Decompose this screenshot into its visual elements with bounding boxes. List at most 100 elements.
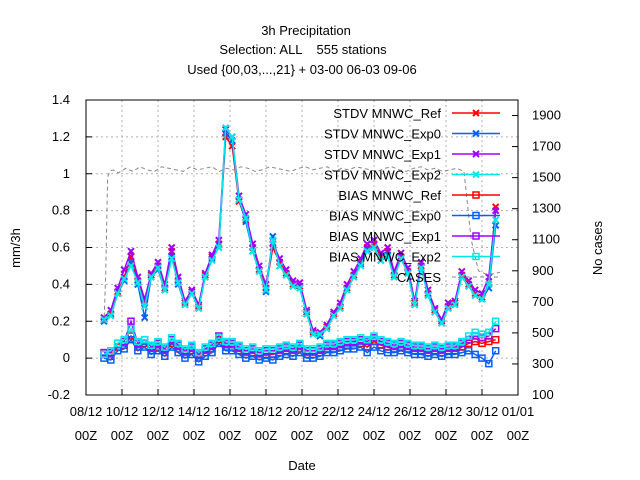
series-point [329,312,338,320]
series-point [154,337,162,346]
y2-tick-label: 1700 [532,139,561,154]
legend-label: BIAS MNWC_Exp1 [329,229,441,244]
series-point [437,319,446,327]
series-point [147,273,155,281]
series-point [140,313,149,322]
series-point [282,341,290,349]
series-point [350,345,358,353]
series-point [127,324,135,333]
series-point [194,348,203,357]
series-point [343,345,351,353]
series-point [127,262,135,270]
series-point [174,339,182,348]
series-point [397,254,405,263]
x-tick-label-date: 01/01 [502,404,535,419]
series-point [134,278,142,287]
series-point [491,335,500,344]
x-tick-label-hour: 00Z [327,428,349,443]
series-point [302,310,311,318]
series-point [478,354,486,362]
series-point [370,236,378,244]
series-point [350,273,358,281]
series-point [147,341,155,349]
series-point [107,312,115,320]
series-point [228,133,236,141]
series-point [161,286,169,294]
x-tick-label-hour: 00Z [111,428,133,443]
series-point [107,347,115,355]
series-point [100,313,108,322]
y-tick-label: 0.2 [52,313,70,328]
series-point [424,343,432,351]
series-point [485,328,493,337]
x-tick-label-hour: 00Z [507,428,529,443]
series-point [167,254,176,263]
series-point [404,339,412,348]
x-tick-label-date: 12/12 [142,404,175,419]
series-point [235,341,243,349]
series-point [282,350,290,359]
series-point [134,337,142,346]
series-point [275,262,284,270]
series-layer [100,123,501,368]
x-tick-label-date: 20/12 [286,404,319,419]
x-tick-label-date: 26/12 [394,404,427,419]
series-point [289,343,297,351]
series-point [370,243,378,252]
series-point [248,247,257,255]
y2-axis-ticks: 100 300 500 700 900 1100 1300 1500 1700 1900 [512,108,561,402]
series-point [370,332,378,340]
series-point [472,170,480,179]
series-point [472,252,480,261]
y-tick-label: 0.6 [52,240,70,255]
series-point [444,341,452,349]
series-6 [100,317,500,359]
series-point [424,291,432,300]
series-point [309,354,317,362]
series-point [485,280,493,289]
y-tick-label: -0.2 [48,387,70,402]
series-point [154,264,162,272]
series-point [215,243,223,252]
title-line-3: Used {00,03,...,21} + 03-00 06-03 09-06 [187,62,416,77]
series-point [120,265,128,274]
x-tick-label-date: 24/12 [358,404,391,419]
series-point [262,345,270,353]
series-3 [100,123,500,338]
legend-label: STDV MNWC_Exp0 [324,127,441,142]
series-point [491,317,500,325]
x-tick-label-date: 08/12 [70,404,103,419]
legend-label: CASES [397,270,441,285]
series-point [255,347,263,355]
x-tick-label-hour: 00Z [255,428,277,443]
series-point [451,341,459,349]
series-point [350,335,358,344]
series-point [363,335,371,344]
series-point [458,337,466,346]
series-point [491,347,500,355]
series-point [181,354,189,362]
series-point [356,262,365,270]
y-tick-label: 1.2 [52,129,70,144]
series-point [377,347,385,355]
series-point [431,350,439,359]
series-point [113,289,122,298]
series-point [215,334,223,342]
series-point [458,267,466,276]
series-point [444,299,452,307]
series-point [343,286,351,294]
series-point [472,150,480,158]
series-point [471,328,479,337]
series-point [140,302,149,311]
y2-tick-label: 700 [532,294,554,309]
x-tick-label-hour: 00Z [219,428,241,443]
legend-label: BIAS MNWC_Exp0 [329,209,441,224]
series-point [262,354,270,362]
series-point [478,330,486,338]
series-point [383,243,392,252]
series-point [120,275,128,283]
series-point [323,324,331,333]
series-point [363,247,371,255]
series-point [208,348,216,357]
